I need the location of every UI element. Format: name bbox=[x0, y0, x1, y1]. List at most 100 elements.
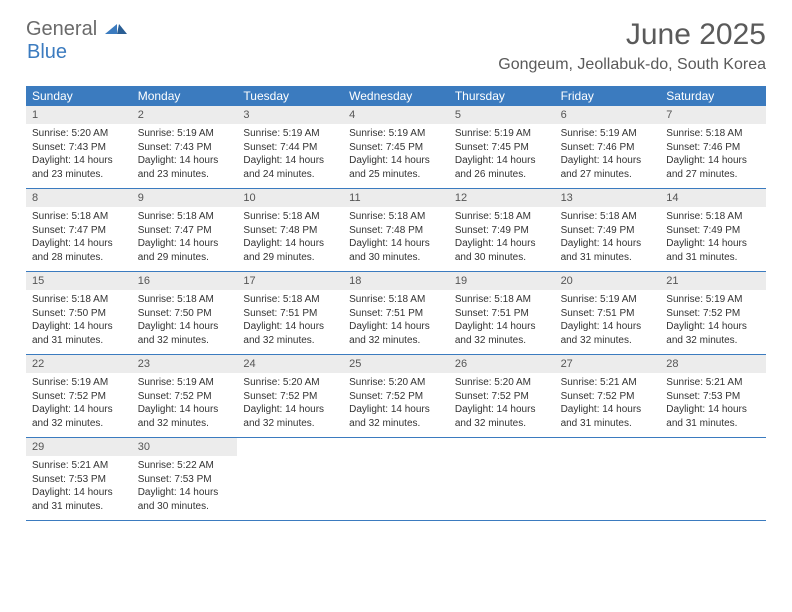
day-number: 21 bbox=[660, 272, 766, 290]
day-info: Sunrise: 5:18 AMSunset: 7:50 PMDaylight:… bbox=[26, 290, 132, 347]
day-info-line: Sunrise: 5:18 AM bbox=[243, 210, 337, 224]
calendar-cell: 30Sunrise: 5:22 AMSunset: 7:53 PMDayligh… bbox=[132, 438, 238, 520]
weekday-label: Thursday bbox=[449, 86, 555, 106]
day-info: Sunrise: 5:19 AMSunset: 7:44 PMDaylight:… bbox=[237, 124, 343, 181]
day-info: Sunrise: 5:21 AMSunset: 7:53 PMDaylight:… bbox=[26, 456, 132, 513]
day-number: 29 bbox=[26, 438, 132, 456]
day-info-line: Sunrise: 5:19 AM bbox=[561, 127, 655, 141]
day-info-line: Daylight: 14 hours bbox=[666, 237, 760, 251]
day-info-line: and 31 minutes. bbox=[32, 500, 126, 514]
calendar-cell: 15Sunrise: 5:18 AMSunset: 7:50 PMDayligh… bbox=[26, 272, 132, 354]
day-info: Sunrise: 5:19 AMSunset: 7:52 PMDaylight:… bbox=[26, 373, 132, 430]
logo-text-general: General bbox=[26, 18, 97, 40]
title-block: June 2025 Gongeum, Jeollabuk-do, South K… bbox=[498, 18, 766, 74]
calendar-cell: 27Sunrise: 5:21 AMSunset: 7:52 PMDayligh… bbox=[555, 355, 661, 437]
weekday-label: Saturday bbox=[660, 86, 766, 106]
day-info-line: Sunset: 7:52 PM bbox=[349, 390, 443, 404]
day-number: 22 bbox=[26, 355, 132, 373]
calendar-cell: 26Sunrise: 5:20 AMSunset: 7:52 PMDayligh… bbox=[449, 355, 555, 437]
weekday-label: Monday bbox=[132, 86, 238, 106]
day-info-line: Sunset: 7:43 PM bbox=[32, 141, 126, 155]
day-info-line: Sunset: 7:52 PM bbox=[666, 307, 760, 321]
day-number: 23 bbox=[132, 355, 238, 373]
day-info-line: Sunset: 7:52 PM bbox=[243, 390, 337, 404]
weekday-label: Wednesday bbox=[343, 86, 449, 106]
day-number: 26 bbox=[449, 355, 555, 373]
day-info-line: Sunrise: 5:18 AM bbox=[561, 210, 655, 224]
day-info: Sunrise: 5:18 AMSunset: 7:47 PMDaylight:… bbox=[26, 207, 132, 264]
day-info-line: Daylight: 14 hours bbox=[349, 154, 443, 168]
day-info: Sunrise: 5:18 AMSunset: 7:51 PMDaylight:… bbox=[237, 290, 343, 347]
header: General Blue June 2025 Gongeum, Jeollabu… bbox=[0, 0, 792, 78]
day-info-line: Daylight: 14 hours bbox=[138, 486, 232, 500]
day-info-line: Sunset: 7:46 PM bbox=[666, 141, 760, 155]
day-info-line: Daylight: 14 hours bbox=[666, 154, 760, 168]
day-number: 1 bbox=[26, 106, 132, 124]
day-info-line: Sunset: 7:51 PM bbox=[349, 307, 443, 321]
day-number: 25 bbox=[343, 355, 449, 373]
day-info: Sunrise: 5:19 AMSunset: 7:52 PMDaylight:… bbox=[660, 290, 766, 347]
day-info-line: Sunrise: 5:19 AM bbox=[666, 293, 760, 307]
day-info-line: Sunrise: 5:18 AM bbox=[455, 293, 549, 307]
day-number: 10 bbox=[237, 189, 343, 207]
calendar-week: 22Sunrise: 5:19 AMSunset: 7:52 PMDayligh… bbox=[26, 355, 766, 438]
calendar-cell bbox=[660, 438, 766, 520]
day-info-line: Daylight: 14 hours bbox=[561, 154, 655, 168]
day-info-line: Sunrise: 5:18 AM bbox=[666, 210, 760, 224]
day-info-line: Daylight: 14 hours bbox=[349, 320, 443, 334]
day-info: Sunrise: 5:19 AMSunset: 7:52 PMDaylight:… bbox=[132, 373, 238, 430]
day-info-line: Daylight: 14 hours bbox=[32, 237, 126, 251]
calendar-cell: 22Sunrise: 5:19 AMSunset: 7:52 PMDayligh… bbox=[26, 355, 132, 437]
day-number: 7 bbox=[660, 106, 766, 124]
day-info-line: Sunrise: 5:21 AM bbox=[32, 459, 126, 473]
day-info-line: Daylight: 14 hours bbox=[138, 154, 232, 168]
day-info-line: Sunset: 7:50 PM bbox=[138, 307, 232, 321]
day-info: Sunrise: 5:19 AMSunset: 7:43 PMDaylight:… bbox=[132, 124, 238, 181]
day-info-line: Daylight: 14 hours bbox=[32, 154, 126, 168]
day-info-line: and 32 minutes. bbox=[349, 334, 443, 348]
calendar-week: 8Sunrise: 5:18 AMSunset: 7:47 PMDaylight… bbox=[26, 189, 766, 272]
day-number: 28 bbox=[660, 355, 766, 373]
day-info: Sunrise: 5:20 AMSunset: 7:52 PMDaylight:… bbox=[343, 373, 449, 430]
calendar-week: 1Sunrise: 5:20 AMSunset: 7:43 PMDaylight… bbox=[26, 106, 766, 189]
day-info-line: Daylight: 14 hours bbox=[455, 237, 549, 251]
day-info-line: and 29 minutes. bbox=[138, 251, 232, 265]
calendar-cell: 14Sunrise: 5:18 AMSunset: 7:49 PMDayligh… bbox=[660, 189, 766, 271]
day-info-line: Daylight: 14 hours bbox=[138, 320, 232, 334]
day-info-line: Daylight: 14 hours bbox=[138, 237, 232, 251]
day-info-line: Sunset: 7:48 PM bbox=[243, 224, 337, 238]
day-info-line: and 26 minutes. bbox=[455, 168, 549, 182]
day-info-line: Sunrise: 5:20 AM bbox=[32, 127, 126, 141]
day-info-line: Daylight: 14 hours bbox=[32, 486, 126, 500]
weekday-label: Sunday bbox=[26, 86, 132, 106]
day-info-line: and 31 minutes. bbox=[666, 251, 760, 265]
day-info: Sunrise: 5:18 AMSunset: 7:49 PMDaylight:… bbox=[449, 207, 555, 264]
day-info-line: Sunrise: 5:19 AM bbox=[243, 127, 337, 141]
day-info-line: Daylight: 14 hours bbox=[243, 403, 337, 417]
calendar-cell: 11Sunrise: 5:18 AMSunset: 7:48 PMDayligh… bbox=[343, 189, 449, 271]
calendar-cell: 25Sunrise: 5:20 AMSunset: 7:52 PMDayligh… bbox=[343, 355, 449, 437]
day-info-line: and 32 minutes. bbox=[32, 417, 126, 431]
day-info-line: Daylight: 14 hours bbox=[561, 403, 655, 417]
day-info-line: Sunset: 7:52 PM bbox=[455, 390, 549, 404]
day-info-line: Daylight: 14 hours bbox=[455, 403, 549, 417]
calendar-week: 29Sunrise: 5:21 AMSunset: 7:53 PMDayligh… bbox=[26, 438, 766, 521]
day-info: Sunrise: 5:20 AMSunset: 7:52 PMDaylight:… bbox=[237, 373, 343, 430]
day-info-line: and 31 minutes. bbox=[32, 334, 126, 348]
day-info-line: and 32 minutes. bbox=[349, 417, 443, 431]
calendar-cell: 18Sunrise: 5:18 AMSunset: 7:51 PMDayligh… bbox=[343, 272, 449, 354]
day-info-line: Sunrise: 5:18 AM bbox=[666, 127, 760, 141]
day-number: 16 bbox=[132, 272, 238, 290]
day-info-line: Daylight: 14 hours bbox=[561, 320, 655, 334]
day-info-line: Sunset: 7:53 PM bbox=[32, 473, 126, 487]
calendar-cell bbox=[555, 438, 661, 520]
day-info-line: Daylight: 14 hours bbox=[455, 320, 549, 334]
day-info-line: Daylight: 14 hours bbox=[32, 320, 126, 334]
day-info-line: Sunrise: 5:22 AM bbox=[138, 459, 232, 473]
day-info-line: Sunset: 7:47 PM bbox=[32, 224, 126, 238]
day-info-line: Sunrise: 5:18 AM bbox=[32, 210, 126, 224]
day-info-line: Sunrise: 5:21 AM bbox=[561, 376, 655, 390]
day-number: 6 bbox=[555, 106, 661, 124]
day-info-line: and 32 minutes. bbox=[666, 334, 760, 348]
day-number: 30 bbox=[132, 438, 238, 456]
